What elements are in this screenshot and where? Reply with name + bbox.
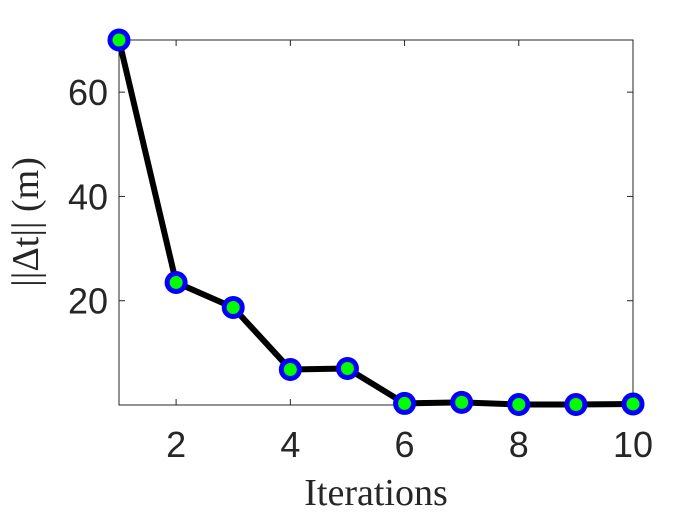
data-point	[221, 295, 245, 319]
x-tick-label: 8	[509, 424, 529, 465]
data-point	[507, 392, 531, 416]
tick-labels: 2 4 6 8 10 20 40 60	[68, 72, 653, 465]
data-point	[450, 390, 474, 414]
data-point	[564, 392, 588, 416]
x-tick-label: 4	[280, 424, 300, 465]
data-point	[278, 358, 302, 382]
series-markers	[107, 28, 645, 416]
y-axis-label: ||Δt|| (m)	[5, 157, 47, 287]
x-tick-label: 6	[395, 424, 415, 465]
y-tick-label: 20	[68, 281, 108, 322]
y-tick-label: 40	[68, 176, 108, 217]
data-point	[164, 270, 188, 294]
plot-area	[118, 39, 634, 406]
y-tick-label: 60	[68, 72, 108, 113]
data-point	[393, 391, 417, 415]
data-point	[335, 357, 359, 380]
x-tick-label: 10	[613, 424, 653, 465]
data-point	[107, 28, 131, 52]
series-line	[116, 39, 634, 408]
x-axis-label: Iterations	[304, 472, 448, 514]
x-tick-label: 2	[166, 424, 186, 465]
data-point	[621, 392, 645, 416]
